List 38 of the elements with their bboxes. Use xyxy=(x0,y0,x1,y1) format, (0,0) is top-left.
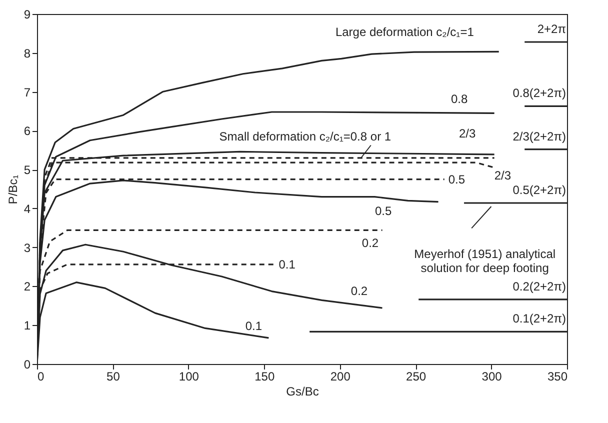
y-tick-label: 7 xyxy=(24,85,31,100)
x-tick-label: 0 xyxy=(38,370,44,384)
series-label: 0.2(2+2π) xyxy=(512,279,566,294)
x-tick-label: 50 xyxy=(106,370,120,384)
y-axis-title: P/Bc₁ xyxy=(6,174,20,204)
x-tick-label: 100 xyxy=(178,370,200,384)
y-tick-label: 0 xyxy=(24,358,31,372)
series-label: 0.5 xyxy=(374,204,392,218)
x-tick-label: 150 xyxy=(254,370,275,384)
series-label: 0.5 xyxy=(448,172,466,186)
y-tick-label: 5 xyxy=(24,163,31,178)
y-tick-label: 6 xyxy=(24,124,31,138)
series-label: 0.1 xyxy=(278,257,296,272)
series-label: 0.8(2+2π) xyxy=(512,86,566,100)
series-label: 2/3 xyxy=(458,126,476,140)
series-label: 0.8 xyxy=(450,92,468,106)
y-tick-label: 1 xyxy=(24,318,31,333)
x-tick-label: 200 xyxy=(330,370,351,384)
series-label: 0.1(2+2π) xyxy=(512,312,566,326)
series-label: 0.2 xyxy=(362,236,379,250)
series-label: 0.2 xyxy=(350,284,368,298)
x-tick-label: 350 xyxy=(547,370,568,384)
series-label: 2/3(2+2π) xyxy=(512,129,566,144)
x-axis-title: Gs/Bc xyxy=(286,384,319,398)
x-tick-label: 250 xyxy=(406,370,426,384)
annotation: Small deformation c₂/c₁=0.8 or 1 xyxy=(219,130,392,144)
series-label: 2/3 xyxy=(494,168,512,183)
y-tick-label: 8 xyxy=(24,46,31,60)
y-tick-label: 2 xyxy=(24,280,31,294)
series-label: 0.5(2+2π) xyxy=(512,183,566,197)
series-label: 2+2π xyxy=(537,22,566,36)
x-tick-label: 300 xyxy=(482,370,502,384)
series-label: 0.1 xyxy=(245,318,262,333)
annotation: Meyerhof (1951) analytical solution for deep footing xyxy=(414,247,556,276)
y-tick-label: 9 xyxy=(24,8,31,22)
series-label: Large deformation c₂/c₁=1 xyxy=(335,25,474,40)
y-tick-label: 3 xyxy=(24,240,31,255)
y-tick-label: 4 xyxy=(24,202,31,216)
